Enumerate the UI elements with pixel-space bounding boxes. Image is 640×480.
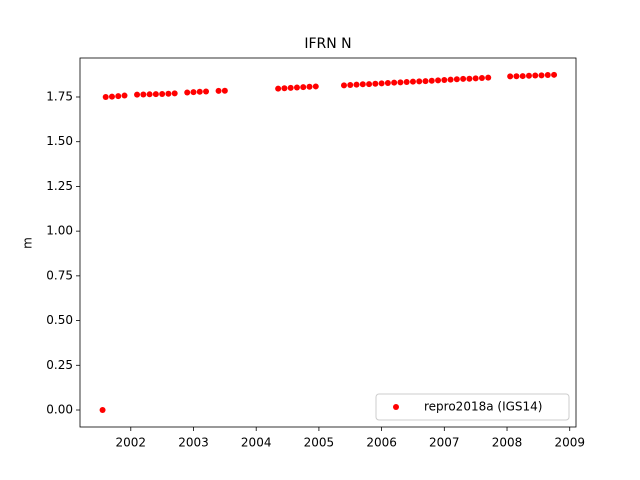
data-point bbox=[544, 71, 551, 78]
y-tick-label: 0.75 bbox=[46, 268, 73, 282]
data-point bbox=[312, 83, 319, 90]
data-point bbox=[384, 80, 391, 87]
y-tick-label: 0.25 bbox=[46, 358, 73, 372]
data-point bbox=[281, 85, 288, 92]
data-point bbox=[165, 90, 172, 97]
data-point bbox=[478, 75, 485, 82]
y-tick-label: 1.00 bbox=[46, 224, 73, 238]
data-point bbox=[353, 81, 360, 88]
data-point bbox=[102, 93, 109, 100]
data-point bbox=[447, 76, 454, 83]
data-point bbox=[472, 75, 479, 82]
data-point bbox=[525, 72, 532, 79]
y-tick-label: 1.25 bbox=[46, 179, 73, 193]
y-axis-label: m bbox=[21, 237, 35, 249]
data-point bbox=[108, 93, 115, 100]
x-tick-label: 2006 bbox=[366, 436, 397, 450]
data-point bbox=[409, 78, 416, 85]
data-point bbox=[428, 77, 435, 84]
data-point bbox=[519, 73, 526, 80]
legend-marker bbox=[393, 404, 399, 410]
data-point bbox=[485, 74, 492, 81]
data-point bbox=[416, 78, 423, 85]
data-point bbox=[532, 72, 539, 79]
data-point bbox=[435, 77, 442, 84]
data-point bbox=[340, 82, 347, 89]
legend-box bbox=[375, 393, 570, 421]
data-point bbox=[460, 75, 467, 82]
data-point bbox=[115, 93, 122, 100]
data-point bbox=[397, 79, 404, 86]
data-point bbox=[441, 77, 448, 84]
data-point bbox=[366, 81, 373, 88]
data-point bbox=[196, 88, 203, 95]
legend-label: repro2018a (IGS14) bbox=[424, 400, 542, 414]
x-tick-label: 2007 bbox=[429, 436, 460, 450]
data-point bbox=[422, 78, 429, 85]
x-tick-label: 2009 bbox=[554, 436, 585, 450]
data-point bbox=[551, 71, 558, 78]
y-tick-label: 0.50 bbox=[46, 313, 73, 327]
data-point bbox=[287, 84, 294, 91]
chart-title: IFRN N bbox=[304, 36, 351, 52]
y-tick-label: 1.50 bbox=[46, 134, 73, 148]
data-point bbox=[306, 83, 313, 90]
y-tick-label: 0.00 bbox=[46, 403, 73, 417]
data-point bbox=[453, 76, 460, 83]
data-point bbox=[146, 91, 153, 98]
data-point bbox=[538, 72, 545, 79]
data-point bbox=[359, 81, 366, 88]
data-point bbox=[293, 84, 300, 91]
data-point bbox=[507, 73, 514, 80]
data-point bbox=[215, 87, 222, 94]
data-point bbox=[134, 91, 141, 98]
x-tick-label: 2008 bbox=[492, 436, 523, 450]
plot-frame bbox=[79, 57, 577, 428]
data-point bbox=[171, 90, 178, 97]
data-point bbox=[152, 91, 159, 98]
x-tick-label: 2002 bbox=[116, 436, 147, 450]
data-point bbox=[184, 89, 191, 96]
data-point bbox=[221, 87, 228, 94]
data-point bbox=[513, 73, 520, 80]
data-point bbox=[99, 407, 106, 414]
data-point bbox=[140, 91, 147, 98]
x-tick-label: 2005 bbox=[304, 436, 335, 450]
data-point bbox=[300, 84, 307, 91]
data-point bbox=[159, 90, 166, 97]
data-point bbox=[275, 85, 282, 92]
data-point bbox=[466, 75, 473, 82]
data-point bbox=[372, 80, 379, 87]
x-tick-label: 2003 bbox=[178, 436, 209, 450]
data-point bbox=[121, 92, 128, 99]
data-point bbox=[203, 88, 210, 95]
data-point bbox=[190, 89, 197, 96]
y-tick-label: 1.75 bbox=[46, 89, 73, 103]
x-tick-label: 2004 bbox=[241, 436, 272, 450]
data-point bbox=[378, 80, 385, 87]
data-point bbox=[403, 78, 410, 85]
data-point bbox=[347, 82, 354, 89]
data-point bbox=[391, 79, 398, 86]
